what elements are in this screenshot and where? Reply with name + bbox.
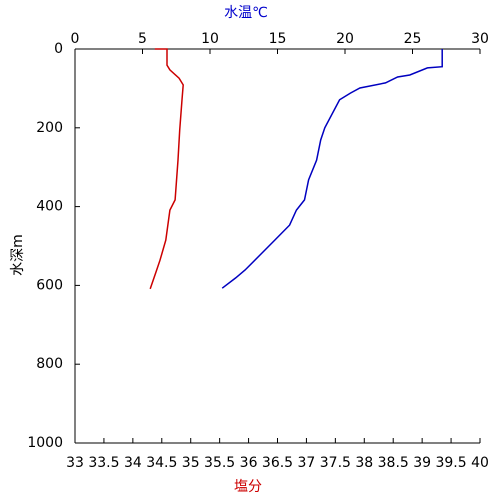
y-tick-label: 800 (36, 356, 63, 372)
x-tick-label: 39 (413, 455, 431, 471)
x-tick-label: 39.5 (435, 455, 466, 471)
x-tick-label: 33.5 (88, 455, 119, 471)
top-axis-title: 水温℃ (224, 5, 268, 21)
x-tick-label: 36 (240, 455, 258, 471)
x2-tick-label: 30 (471, 31, 489, 47)
x2-tick-label: 20 (336, 31, 354, 47)
x2-tick-label: 25 (404, 31, 422, 47)
x-tick-label: 38.5 (378, 455, 409, 471)
x-tick-label: 37 (298, 455, 316, 471)
x-tick-label: 34 (124, 455, 142, 471)
y-axis-title: 水深m (10, 234, 26, 276)
profile-line (221, 49, 443, 289)
x2-tick-label: 10 (201, 31, 219, 47)
bottom-axis-title: 塩分 (234, 479, 262, 495)
x-tick-label: 35 (182, 455, 200, 471)
x-tick-label: 40 (471, 455, 489, 471)
x-tick-label: 36.5 (262, 455, 293, 471)
y-tick-label: 1000 (27, 435, 63, 451)
x-tick-label: 37.5 (320, 455, 351, 471)
x2-tick-label: 5 (138, 31, 147, 47)
y-tick-label: 0 (54, 41, 63, 57)
y-tick-label: 400 (36, 199, 63, 215)
x2-tick-label: 15 (269, 31, 287, 47)
x-tick-label: 33 (66, 455, 84, 471)
y-tick-label: 200 (36, 120, 63, 136)
x-tick-label: 35.5 (204, 455, 235, 471)
x2-tick-label: 0 (71, 31, 80, 47)
x-tick-label: 38 (355, 455, 373, 471)
x-tick-label: 34.5 (146, 455, 177, 471)
profile-line (149, 48, 184, 290)
y-tick-label: 600 (36, 277, 63, 293)
